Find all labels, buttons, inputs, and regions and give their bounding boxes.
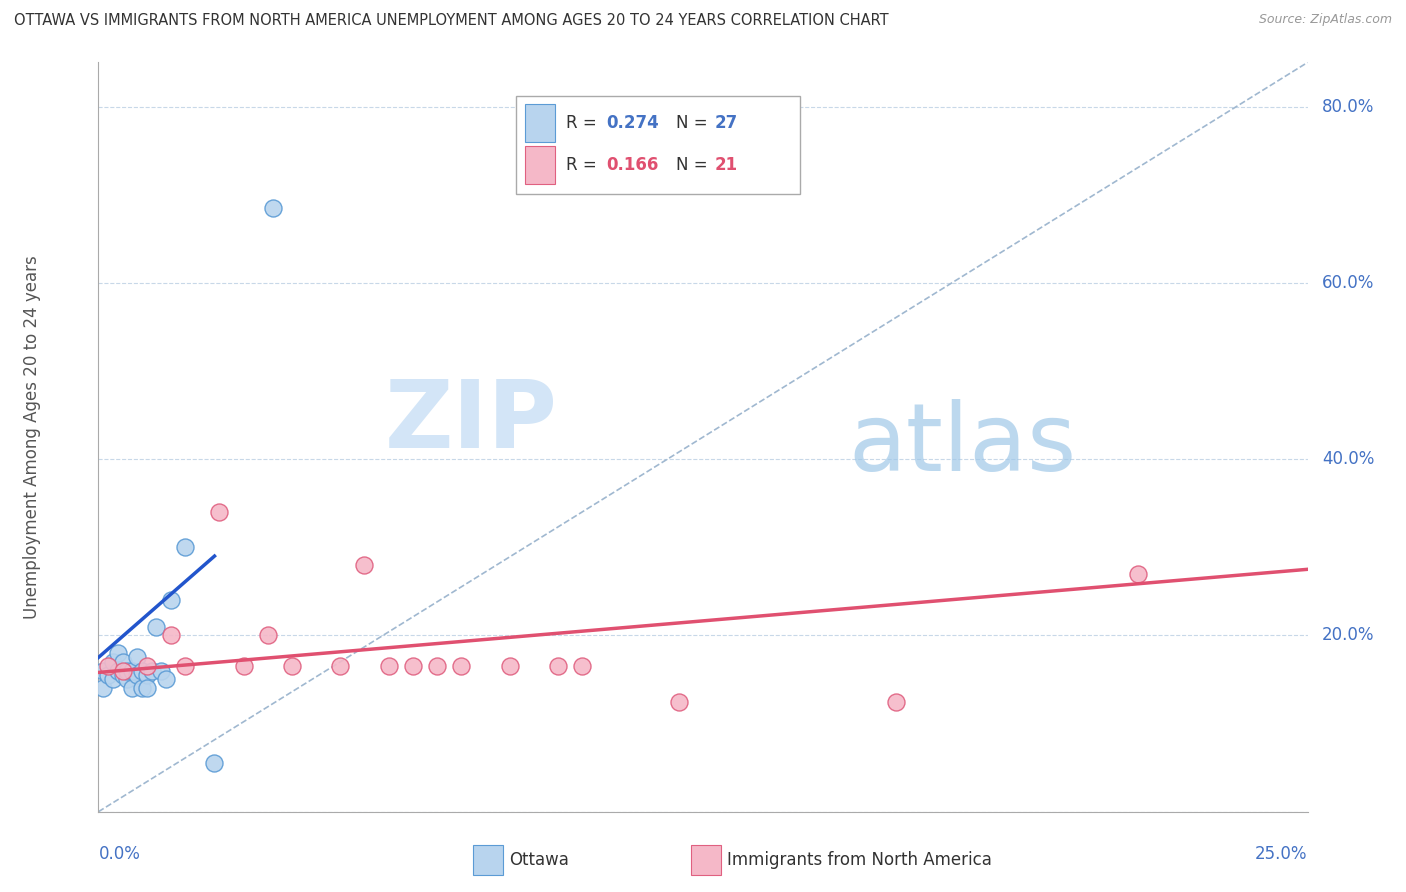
Point	[145, 619, 167, 633]
Point	[127, 668, 149, 682]
Point	[426, 659, 449, 673]
Text: 60.0%: 60.0%	[1322, 274, 1375, 292]
Point	[101, 655, 124, 669]
Point	[150, 664, 173, 678]
Point	[232, 659, 254, 673]
Point	[668, 694, 690, 708]
Point	[155, 673, 177, 687]
Text: Unemployment Among Ages 20 to 24 years: Unemployment Among Ages 20 to 24 years	[22, 255, 41, 619]
Point	[135, 659, 157, 673]
Text: 0.0%: 0.0%	[98, 846, 141, 863]
Text: R =: R =	[567, 156, 602, 174]
Point	[107, 664, 129, 678]
Text: 80.0%: 80.0%	[1322, 97, 1375, 116]
Point	[107, 646, 129, 660]
Point	[97, 668, 120, 682]
FancyBboxPatch shape	[516, 96, 800, 194]
Point	[135, 681, 157, 696]
Point	[886, 694, 908, 708]
Text: 40.0%: 40.0%	[1322, 450, 1375, 468]
Text: 27: 27	[716, 114, 738, 132]
Text: 0.166: 0.166	[606, 156, 658, 174]
Bar	[526, 104, 555, 142]
Point	[204, 756, 226, 771]
Point	[571, 659, 593, 673]
Point	[141, 664, 163, 678]
Text: 0.274: 0.274	[606, 114, 659, 132]
Point	[121, 681, 143, 696]
Point	[121, 664, 143, 678]
Point	[101, 673, 124, 687]
Point	[450, 659, 472, 673]
Point	[402, 659, 425, 673]
Point	[174, 659, 197, 673]
Point	[208, 505, 231, 519]
Point	[160, 593, 183, 607]
Text: Immigrants from North America: Immigrants from North America	[727, 852, 993, 870]
Point	[377, 659, 399, 673]
Point	[127, 650, 149, 665]
Point	[111, 668, 134, 682]
Point	[1128, 566, 1150, 581]
Text: Ottawa: Ottawa	[509, 852, 569, 870]
Point	[262, 201, 284, 215]
Text: ZIP: ZIP	[385, 376, 558, 468]
Point	[131, 681, 153, 696]
Point	[256, 628, 278, 642]
Text: OTTAWA VS IMMIGRANTS FROM NORTH AMERICA UNEMPLOYMENT AMONG AGES 20 TO 24 YEARS C: OTTAWA VS IMMIGRANTS FROM NORTH AMERICA …	[14, 13, 889, 29]
Point	[111, 655, 134, 669]
Text: 20.0%: 20.0%	[1322, 626, 1375, 644]
Point	[498, 659, 520, 673]
Text: atlas: atlas	[848, 399, 1077, 491]
Text: 21: 21	[716, 156, 738, 174]
Text: Source: ZipAtlas.com: Source: ZipAtlas.com	[1258, 13, 1392, 27]
Point	[174, 541, 197, 555]
Text: 25.0%: 25.0%	[1256, 846, 1308, 863]
Point	[353, 558, 375, 572]
Point	[91, 664, 114, 678]
Point	[111, 664, 134, 678]
Point	[117, 673, 139, 687]
Point	[329, 659, 352, 673]
Text: R =: R =	[567, 114, 602, 132]
Point	[97, 659, 120, 673]
Point	[91, 681, 114, 696]
Point	[131, 664, 153, 678]
Bar	[474, 846, 503, 875]
Point	[160, 628, 183, 642]
Point	[135, 668, 157, 682]
Text: N =: N =	[676, 114, 713, 132]
Bar	[526, 146, 555, 184]
Text: N =: N =	[676, 156, 713, 174]
Point	[117, 664, 139, 678]
Bar	[690, 846, 721, 875]
Point	[547, 659, 569, 673]
Point	[281, 659, 304, 673]
